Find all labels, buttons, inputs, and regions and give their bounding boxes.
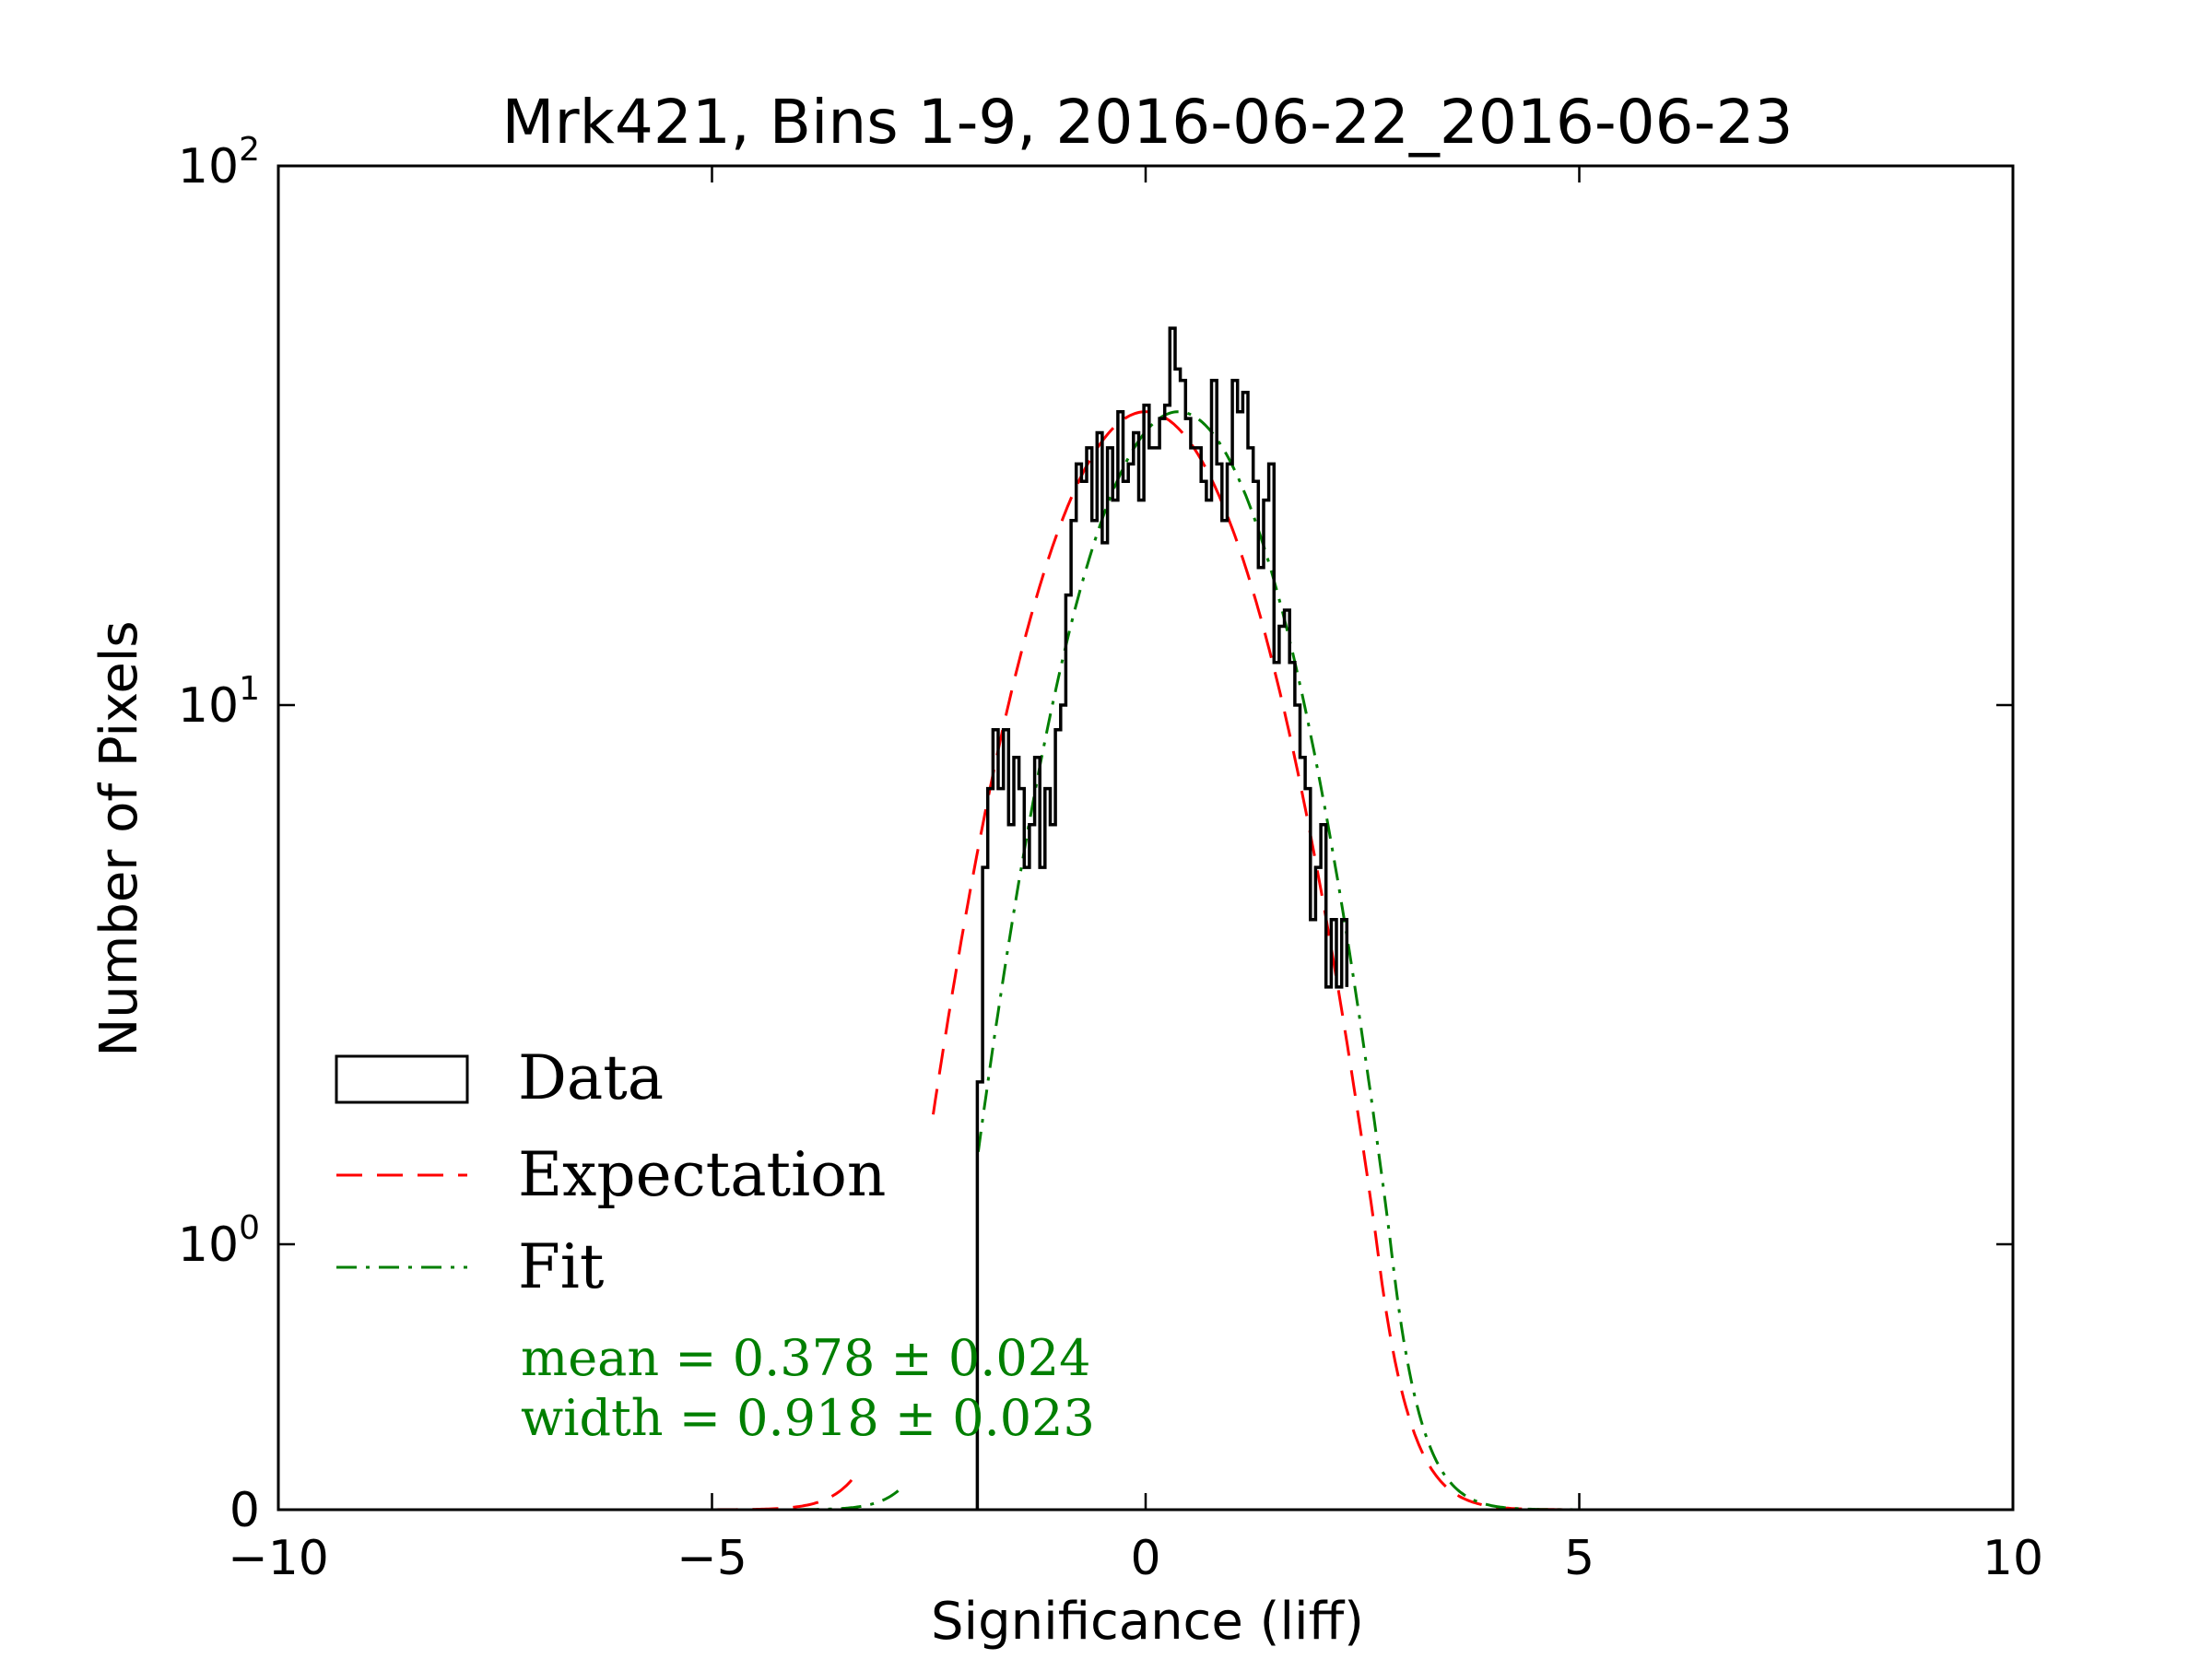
legend-label: Fit [518,1231,604,1302]
x-tick-label: −10 [228,1531,329,1586]
y-tick-label: 0 [229,1483,260,1538]
fit-annotation: width = 0.918 ± 0.023 [521,1389,1095,1447]
data-histogram [975,326,1349,1510]
legend-label: Data [518,1042,664,1113]
x-tick-label: −5 [677,1531,747,1586]
y-tick-label: 102 [178,131,260,194]
expectation-curve [932,410,1580,1510]
x-tick-label: 0 [1130,1531,1160,1586]
y-tick-label: 100 [178,1209,260,1273]
y-tick-label: 101 [178,670,260,734]
y-axis-label: Number of Pixels [89,620,149,1056]
x-axis-label: Significance (liff) [931,1592,1364,1652]
chart-title: Mrk421, Bins 1-9, 2016-06-22_2016-06-23 [502,87,1794,158]
fit-annotation: mean = 0.378 ± 0.024 [521,1329,1090,1387]
legend-label: Expectation [518,1139,886,1210]
legend-swatch-data [335,1054,469,1104]
legend: Data Expectation Fit [335,1042,886,1302]
x-tick-label: 5 [1564,1531,1594,1586]
fit-curve [976,410,1580,1510]
x-tick-label: 10 [1983,1531,2043,1586]
